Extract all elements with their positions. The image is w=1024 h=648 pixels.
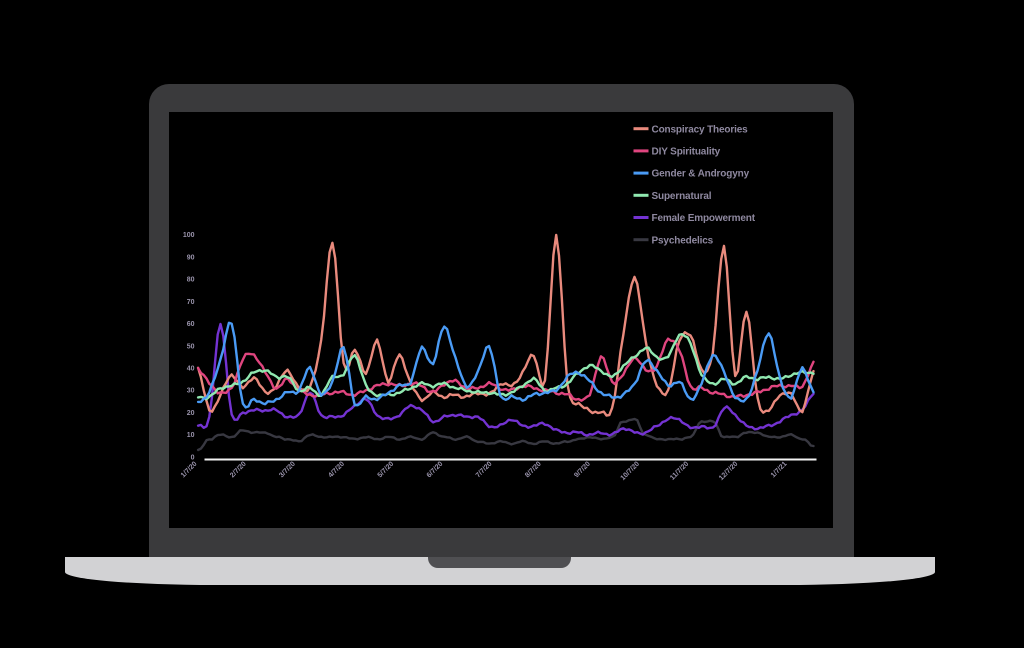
svg-text:1/7/20: 1/7/20 bbox=[179, 461, 198, 480]
svg-text:8/7/20: 8/7/20 bbox=[524, 461, 543, 480]
svg-text:70: 70 bbox=[186, 299, 194, 306]
svg-text:60: 60 bbox=[186, 321, 194, 328]
svg-text:50: 50 bbox=[186, 343, 194, 350]
svg-text:Female Empowerment: Female Empowerment bbox=[651, 213, 755, 224]
svg-text:5/7/20: 5/7/20 bbox=[376, 461, 395, 480]
svg-text:12/7/20: 12/7/20 bbox=[718, 461, 740, 483]
svg-text:10/7/20: 10/7/20 bbox=[619, 461, 641, 483]
svg-text:Conspiracy Theories: Conspiracy Theories bbox=[651, 124, 748, 135]
svg-text:20: 20 bbox=[186, 410, 194, 417]
svg-text:7/7/20: 7/7/20 bbox=[474, 461, 493, 480]
svg-text:6/7/20: 6/7/20 bbox=[425, 461, 444, 480]
svg-text:0: 0 bbox=[190, 454, 194, 461]
svg-text:90: 90 bbox=[186, 254, 194, 261]
svg-text:10: 10 bbox=[186, 432, 194, 439]
svg-text:4/7/20: 4/7/20 bbox=[327, 461, 346, 480]
svg-text:DIY Spirituality: DIY Spirituality bbox=[651, 147, 720, 158]
svg-text:1/7/21: 1/7/21 bbox=[769, 461, 788, 480]
svg-text:30: 30 bbox=[186, 388, 194, 395]
svg-text:40: 40 bbox=[186, 366, 194, 373]
svg-text:80: 80 bbox=[186, 277, 194, 284]
svg-text:100: 100 bbox=[182, 232, 194, 239]
svg-text:Psychedelics: Psychedelics bbox=[651, 235, 713, 246]
svg-text:Gender & Androgyny: Gender & Androgyny bbox=[651, 169, 749, 180]
svg-text:9/7/20: 9/7/20 bbox=[573, 461, 592, 480]
svg-text:2/7/20: 2/7/20 bbox=[229, 461, 248, 480]
svg-text:11/7/20: 11/7/20 bbox=[669, 461, 690, 482]
svg-text:3/7/20: 3/7/20 bbox=[278, 461, 297, 480]
svg-text:Supernatural: Supernatural bbox=[651, 191, 711, 202]
